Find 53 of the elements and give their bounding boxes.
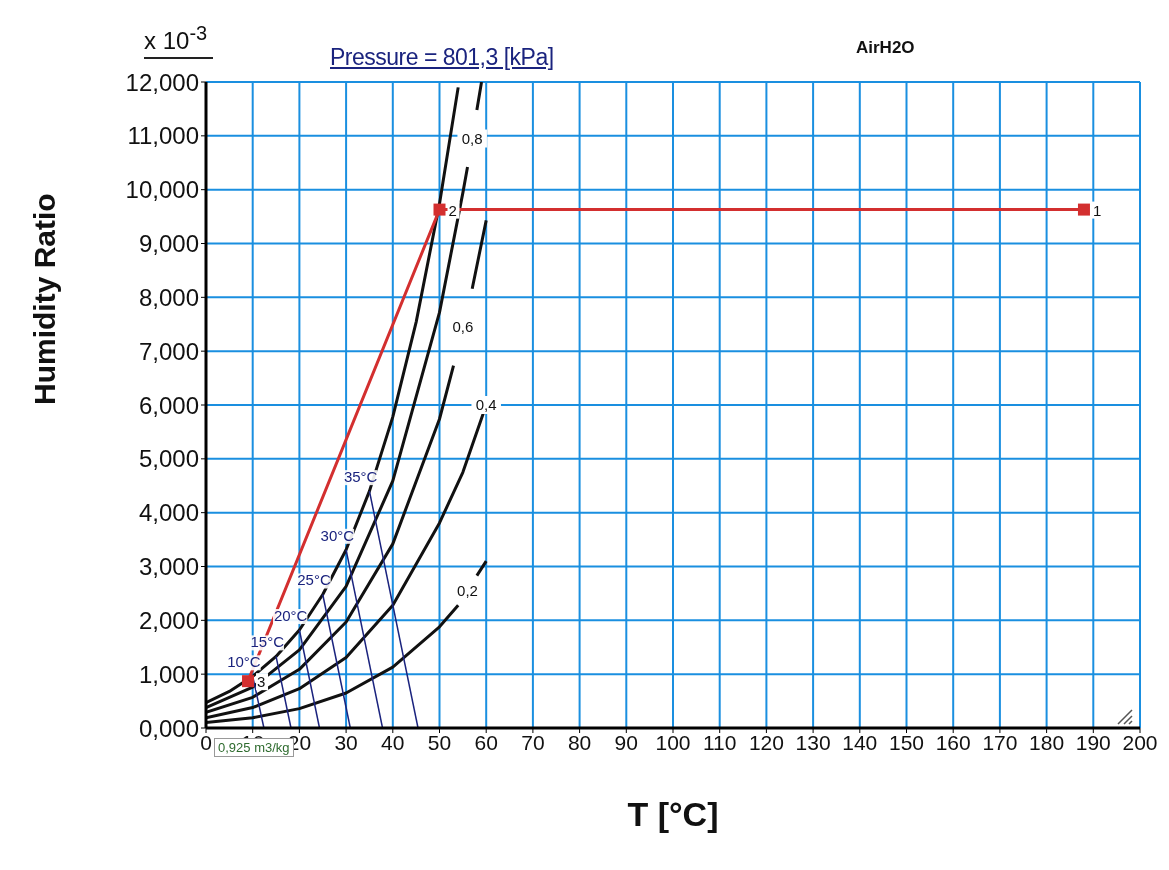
- y-tick-label: 9,000: [138, 230, 199, 258]
- y-tick-label: 1,000: [138, 660, 199, 688]
- y-tick-label: 2,000: [138, 606, 199, 634]
- annotation: 35°C: [343, 468, 378, 486]
- chart-subtitle: AirH2O: [856, 38, 915, 58]
- annotation: 30°C: [320, 526, 355, 544]
- y-tick-label: 5,000: [138, 445, 199, 473]
- x-tick-label: 130: [795, 730, 831, 754]
- text: x 10$^{-3}$: [144, 22, 214, 59]
- x-tick-label: 0: [200, 730, 212, 754]
- annotation: 10°C: [227, 653, 261, 671]
- x-tick-label: 110: [702, 730, 737, 754]
- y-tick-label: 10,000: [125, 176, 199, 204]
- y-tick-label: 3,000: [138, 553, 199, 581]
- chart-title: Pressure = 801,3 [kPa]: [330, 44, 554, 71]
- point: [433, 203, 446, 216]
- annotation: 2: [448, 201, 457, 219]
- y-axis-title: Humidity Ratio: [27, 193, 61, 405]
- x-axis-title: T [°C]: [627, 795, 719, 833]
- x-tick-label: 160: [935, 730, 971, 754]
- point: [1077, 203, 1090, 216]
- y-tick-label: 11,000: [127, 122, 199, 150]
- annotation: 0,8: [461, 129, 483, 147]
- x-tick-label: 60: [474, 730, 498, 754]
- annotation: 15°C: [250, 633, 285, 651]
- x-tick-label: 180: [1029, 730, 1065, 754]
- x-tick-label: 140: [842, 730, 878, 754]
- x-tick-label: 200: [1122, 730, 1158, 754]
- x-tick-label: 120: [748, 730, 784, 754]
- y-tick-label: 6,000: [138, 391, 199, 419]
- y-tick-label: 12,000: [125, 68, 199, 96]
- x-tick-label: 170: [982, 730, 1018, 754]
- x-tick-label: 50: [427, 730, 452, 754]
- x-tick-label: 100: [655, 730, 691, 754]
- x-tick-label: 70: [521, 730, 545, 754]
- x-tick-label: 30: [334, 730, 358, 754]
- x-tick-label: 190: [1075, 730, 1111, 754]
- y-tick-label: 4,000: [138, 499, 199, 527]
- x-tick-label: 150: [888, 730, 925, 754]
- annotation: 0,2: [457, 581, 478, 599]
- x-tick-label: 40: [381, 730, 405, 754]
- annotation: 25°C: [297, 571, 331, 589]
- annotation: 1: [1092, 201, 1102, 219]
- x-tick-label: 80: [567, 730, 592, 754]
- annotation: 20°C: [273, 607, 308, 625]
- y-tick-label: 0,000: [138, 714, 199, 742]
- y-tick-label: 8,000: [138, 283, 199, 311]
- x-tick-label: 90: [614, 730, 638, 754]
- annotation: 3: [257, 673, 266, 691]
- point: [242, 675, 255, 688]
- y-tick-label: 7,000: [138, 337, 199, 365]
- annotation: 0,6: [452, 317, 474, 335]
- text: 0,925 m3/kg: [214, 738, 294, 757]
